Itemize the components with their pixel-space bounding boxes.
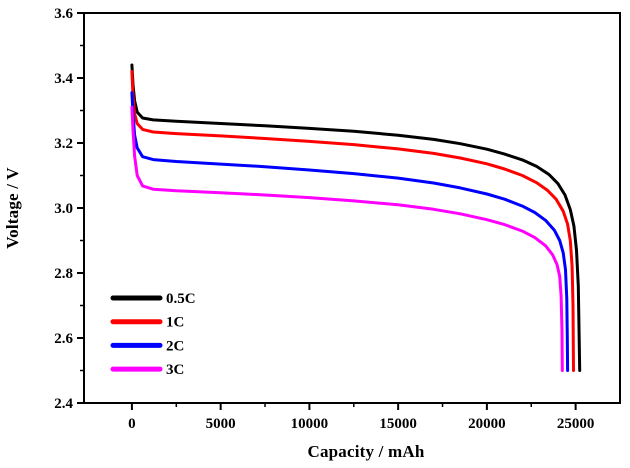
- series-line-1C: [130, 70, 575, 372]
- legend-label-3C: 3C: [166, 362, 184, 378]
- legend-label-2C: 2C: [166, 338, 184, 354]
- y-tick-label: 3.6: [54, 6, 73, 22]
- legend-label-0.5C: 0.5C: [166, 291, 196, 307]
- y-axis-title: Voltage / V: [3, 167, 22, 249]
- y-tick-label: 3.2: [54, 136, 73, 152]
- series-line-2C: [130, 91, 570, 372]
- series-line-3C: [130, 105, 564, 372]
- y-tick-label: 2.4: [54, 396, 73, 412]
- x-tick-label: 0: [128, 416, 136, 432]
- y-tick-label: 2.8: [54, 266, 73, 282]
- y-tick-label: 3.4: [54, 71, 73, 87]
- series-line-0.5C: [130, 63, 582, 372]
- x-tick-label: 15000: [379, 416, 417, 432]
- x-tick-label: 5000: [206, 416, 236, 432]
- x-tick-label: 20000: [468, 416, 506, 432]
- x-axis-title: Capacity / mAh: [307, 442, 425, 461]
- legend-label-1C: 1C: [166, 315, 184, 331]
- x-tick-label: 25000: [557, 416, 595, 432]
- y-tick-label: 3.0: [54, 201, 73, 217]
- plot-frame: [83, 12, 621, 404]
- y-tick-label: 2.6: [54, 331, 73, 347]
- x-tick-label: 10000: [291, 416, 329, 432]
